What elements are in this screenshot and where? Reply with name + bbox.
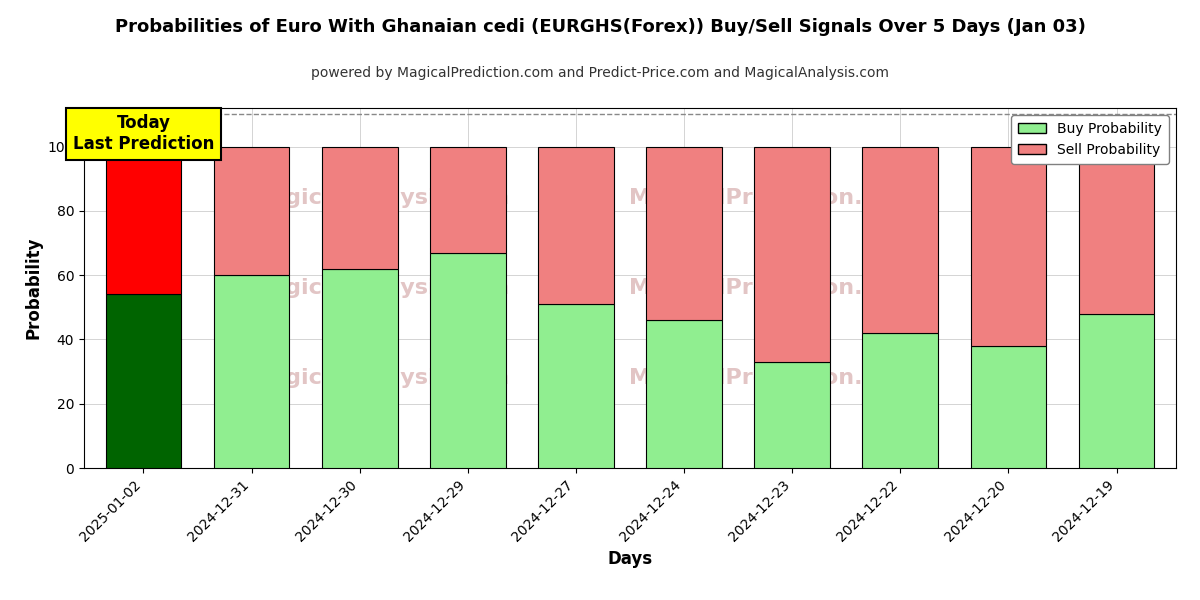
Bar bbox=[647, 146, 722, 320]
Text: Probabilities of Euro With Ghanaian cedi (EURGHS(Forex)) Buy/Sell Signals Over 5: Probabilities of Euro With Ghanaian cedi… bbox=[114, 18, 1086, 36]
Bar bbox=[755, 146, 830, 362]
Text: MagicalAnalysis.com: MagicalAnalysis.com bbox=[248, 188, 510, 208]
Bar bbox=[755, 362, 830, 468]
Bar bbox=[647, 320, 722, 468]
Text: MagicalPrediction.com: MagicalPrediction.com bbox=[629, 368, 914, 388]
Bar bbox=[322, 146, 397, 269]
Bar bbox=[214, 146, 289, 275]
Bar bbox=[1079, 146, 1154, 314]
Text: powered by MagicalPrediction.com and Predict-Price.com and MagicalAnalysis.com: powered by MagicalPrediction.com and Pre… bbox=[311, 66, 889, 80]
Bar bbox=[214, 275, 289, 468]
Bar bbox=[106, 295, 181, 468]
Bar bbox=[863, 333, 938, 468]
Bar bbox=[430, 253, 505, 468]
X-axis label: Days: Days bbox=[607, 550, 653, 568]
Bar bbox=[538, 304, 613, 468]
Y-axis label: Probability: Probability bbox=[24, 237, 42, 339]
Text: MagicalAnalysis.com: MagicalAnalysis.com bbox=[248, 278, 510, 298]
Bar bbox=[971, 146, 1046, 346]
Text: Today
Last Prediction: Today Last Prediction bbox=[73, 115, 214, 153]
Bar bbox=[322, 269, 397, 468]
Bar bbox=[1079, 314, 1154, 468]
Legend: Buy Probability, Sell Probability: Buy Probability, Sell Probability bbox=[1012, 115, 1169, 164]
Bar bbox=[971, 346, 1046, 468]
Text: MagicalAnalysis.com: MagicalAnalysis.com bbox=[248, 368, 510, 388]
Text: MagicalPrediction.com: MagicalPrediction.com bbox=[629, 278, 914, 298]
Bar bbox=[106, 146, 181, 295]
Text: MagicalPrediction.com: MagicalPrediction.com bbox=[629, 188, 914, 208]
Bar bbox=[538, 146, 613, 304]
Bar bbox=[430, 146, 505, 253]
Bar bbox=[863, 146, 938, 333]
